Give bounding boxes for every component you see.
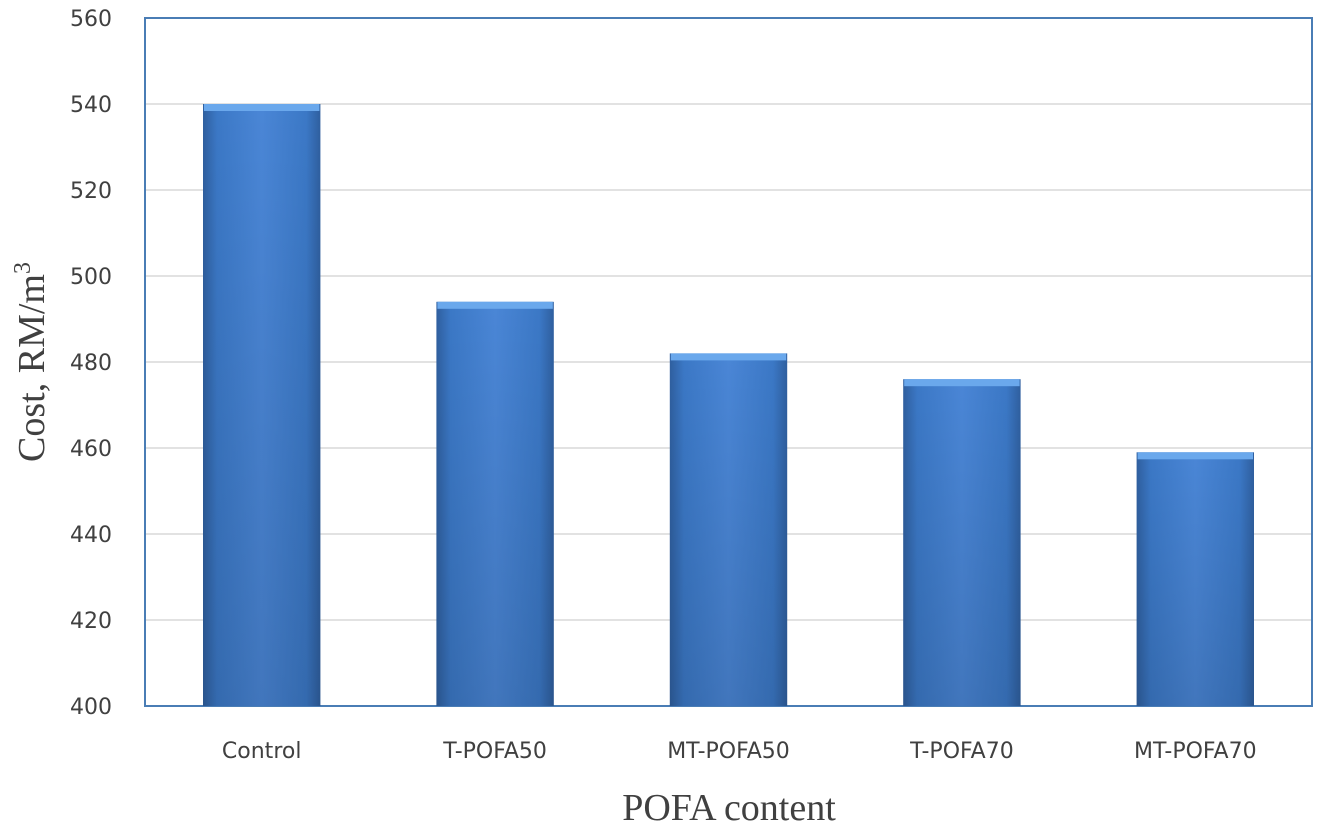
x-tick-label: MT-POFA70 [1134, 739, 1257, 764]
bar-top-bevel [203, 104, 320, 111]
bar-top-bevel [904, 379, 1020, 387]
y-tick-label: 460 [70, 437, 112, 462]
bar-shade [1136, 452, 1254, 706]
bar [669, 353, 788, 706]
y-tick-label: 500 [70, 265, 112, 290]
x-tick-label: MT-POFA50 [667, 739, 790, 764]
bar-top-bevel [670, 353, 787, 361]
bar [436, 301, 554, 706]
bar-shade [669, 353, 788, 706]
y-tick-label: 540 [70, 93, 112, 118]
y-tick-label: 560 [70, 7, 112, 32]
bar [903, 379, 1021, 706]
y-tick-label: 480 [70, 351, 112, 376]
bar-shade [436, 301, 554, 706]
bar [202, 104, 321, 706]
y-tick-label: 420 [70, 609, 112, 634]
y-axis-title-main: Cost, RM/m [11, 274, 53, 462]
x-axis-title: POFA content [622, 787, 836, 829]
x-tick-label: T-POFA70 [909, 739, 1014, 764]
bar-shade [903, 379, 1021, 706]
x-tick-labels: Control T-POFA50 MT-POFA50 T-POFA70 MT-POFA7… [222, 739, 1257, 764]
y-tick-label: 440 [70, 523, 112, 548]
bar-top-bevel [1137, 452, 1253, 460]
bar-top-bevel [437, 301, 553, 309]
y-axis-title-superscript: 3 [10, 262, 36, 274]
y-tick-labels: 400 420 440 460 480 500 520 540 560 [70, 7, 112, 720]
bars [202, 104, 1254, 706]
x-tick-label: Control [222, 739, 302, 764]
x-tick-label: T-POFA50 [442, 739, 547, 764]
y-tick-label: 400 [70, 695, 112, 720]
bar [1136, 452, 1254, 706]
y-tick-label: 520 [70, 179, 112, 204]
y-axis-title: Cost, RM/m3 [10, 262, 53, 462]
bar-shade [202, 104, 321, 706]
